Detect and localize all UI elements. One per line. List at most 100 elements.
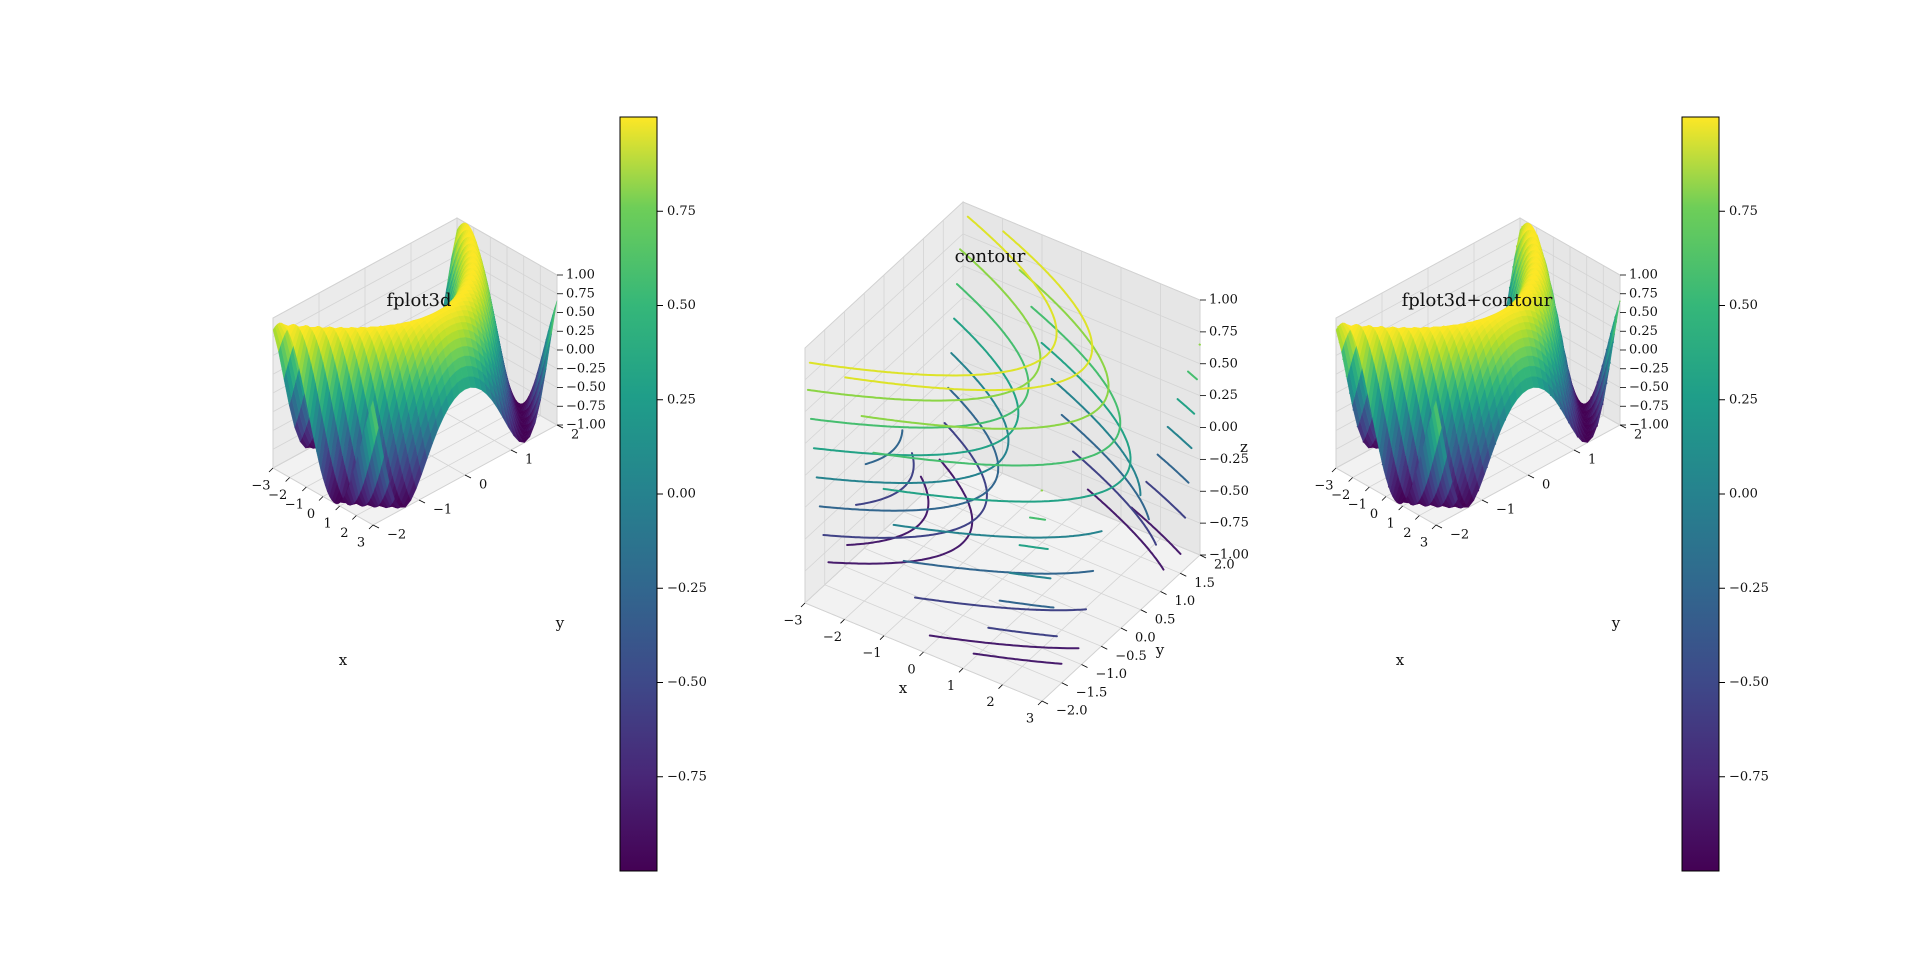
tick-mark: [1160, 591, 1167, 595]
tick-label: 3: [357, 536, 365, 551]
tick-mark: [1041, 700, 1049, 705]
chart-title: fplot3d+contour: [1402, 290, 1553, 311]
tick-label: 3: [1420, 536, 1428, 551]
tick-label: −1: [862, 646, 881, 661]
grid-line: [804, 201, 964, 349]
colorbar-tick-label: 0.25: [1729, 392, 1758, 407]
x-axis-label: x: [1396, 651, 1405, 669]
tick-label: −1.0: [1096, 667, 1128, 682]
grid-line: [962, 361, 1201, 460]
colorbar-tick-label: −0.75: [667, 769, 707, 784]
tick-mark: [1435, 524, 1443, 529]
tick-label: 0.50: [566, 305, 595, 320]
tick-label: −0.25: [1209, 452, 1249, 467]
grid-line: [804, 329, 964, 476]
tick-label: 0.75: [1209, 324, 1238, 339]
tick-mark: [998, 684, 1003, 689]
tick-label: −2: [823, 630, 842, 645]
axis-ticks: −3−2−10123−2−1012−1.00−0.75−0.50−0.250.0…: [251, 268, 605, 551]
tick-label: −2: [1450, 528, 1469, 543]
tick-label: −0.75: [566, 399, 606, 414]
tick-label: −0.75: [1209, 516, 1249, 531]
colorbar-gradient: [619, 116, 658, 872]
contour-line: [812, 317, 1196, 550]
tick-label: 0.75: [1629, 286, 1658, 301]
tick-label: 1: [1588, 453, 1596, 468]
tick-label: −1.00: [1209, 548, 1249, 563]
grid-line: [962, 201, 1201, 301]
tick-label: 1: [525, 453, 533, 468]
tick-label: −2: [387, 528, 406, 543]
tick-mark: [510, 449, 518, 454]
3d-axes-box: [804, 201, 1201, 702]
tick-mark: [372, 524, 380, 529]
tick-mark: [1331, 467, 1337, 473]
tick-label: 3: [1026, 712, 1034, 727]
tick-mark: [1527, 474, 1535, 479]
tick-label: −1: [285, 498, 304, 513]
grid-line: [804, 392, 964, 540]
tick-label: 0.5: [1155, 612, 1176, 627]
tick-label: −1.00: [1629, 418, 1669, 433]
tick-label: 2: [1403, 526, 1411, 541]
tick-mark: [840, 619, 845, 624]
tick-mark: [1199, 554, 1207, 559]
y-axis-label: y: [1155, 641, 1165, 659]
chart-title: contour: [955, 246, 1026, 267]
grid-line: [272, 217, 458, 319]
tick-mark: [1619, 424, 1627, 429]
colorbar-gradient: [1681, 116, 1720, 872]
tick-mark: [1381, 496, 1387, 501]
tick-label: −0.50: [1629, 380, 1669, 395]
tick-label: 0: [907, 663, 915, 678]
tick-label: −2.0: [1056, 704, 1088, 719]
tick-label: −0.75: [1629, 399, 1669, 414]
colorbar-tick-label: 0.50: [1729, 298, 1758, 313]
grid-line: [962, 456, 1201, 556]
tick-label: 1: [324, 517, 332, 532]
tick-mark: [1061, 682, 1068, 687]
tick-label: −3: [783, 614, 802, 629]
grid-line: [1335, 236, 1521, 338]
grid-line: [923, 493, 1161, 592]
colorbar-tick-label: 0.75: [1729, 204, 1758, 219]
colorbar-tick-label: 0.00: [1729, 487, 1758, 502]
tick-label: 0: [307, 507, 315, 522]
tick-mark: [1398, 505, 1403, 511]
tick-mark: [556, 424, 564, 429]
tick-mark: [1081, 664, 1088, 668]
tick-label: 0.25: [1209, 388, 1238, 403]
surface-and-contour-marks: [1335, 222, 1621, 509]
contour-lines: [806, 215, 1201, 665]
tick-label: 1.5: [1194, 576, 1215, 591]
tick-mark: [464, 474, 472, 479]
tick-mark: [1481, 499, 1489, 504]
contour-line: [808, 215, 1094, 392]
grid-line: [962, 424, 1201, 524]
grid-line: [962, 392, 1201, 492]
tick-mark: [268, 467, 274, 473]
x-axis-label: x: [899, 679, 908, 697]
grid-line: [804, 361, 964, 508]
tick-mark: [352, 515, 357, 520]
colorbar-tick-label: 0.25: [667, 392, 696, 407]
tick-label: −0.50: [1209, 484, 1249, 499]
colorbar: 0.75 0.50 0.25 0.00 −0.25 −0.50 −0.75: [1681, 116, 1769, 872]
contour-plot-panel: −3 −2 −1 0 1 2 3 −2.0 −1.5 −1.0 −0.5 0.0 0.5 1.0 1.5 2.…: [783, 201, 1249, 727]
tick-label: −1: [1496, 503, 1515, 518]
tick-mark: [318, 496, 324, 501]
colorbar-tick-label: −0.75: [1729, 769, 1769, 784]
tick-mark: [285, 477, 290, 482]
contour-line: [815, 352, 1193, 580]
tick-label: −0.25: [566, 361, 606, 376]
tick-label: 2: [986, 695, 994, 710]
tick-label: 0.50: [1629, 305, 1658, 320]
tick-label: 0.00: [1209, 420, 1238, 435]
tick-label: 2: [571, 428, 579, 443]
grid-line: [804, 233, 964, 381]
colorbar: 0.75 0.50 0.25 0.00 −0.25 −0.50 −0.75: [619, 116, 707, 872]
tick-label: 0: [479, 478, 487, 493]
tick-label: 1: [947, 679, 955, 694]
tick-mark: [1431, 524, 1437, 530]
contour-line: [806, 248, 1201, 492]
